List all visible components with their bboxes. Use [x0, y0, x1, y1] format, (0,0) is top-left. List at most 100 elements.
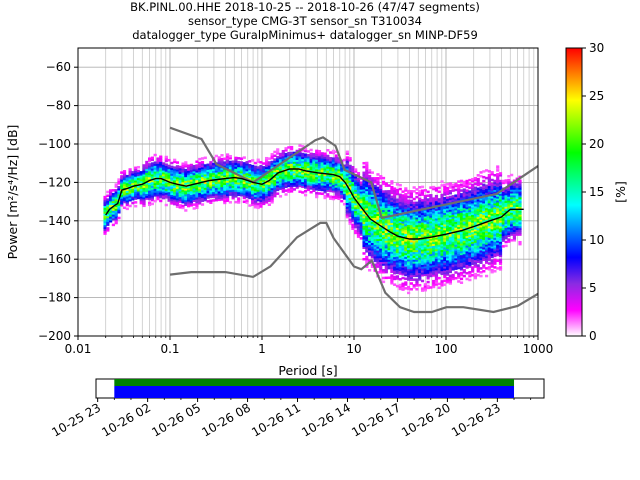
heatmap-cell — [337, 161, 341, 164]
heatmap-cell — [134, 197, 138, 200]
heatmap-cell — [518, 183, 522, 186]
heatmap-cell — [398, 216, 402, 220]
heatmap-cell — [111, 210, 115, 213]
heatmap-cell — [448, 253, 452, 256]
heatmap-cell — [379, 219, 383, 222]
heatmap-cell — [237, 178, 241, 181]
heatmap-cell — [457, 249, 461, 252]
heatmap-cell — [111, 196, 115, 200]
heatmap-cell — [345, 194, 349, 198]
heatmap-cell — [212, 168, 216, 172]
heatmap-cell — [368, 259, 372, 262]
heatmap-cell — [262, 191, 266, 194]
heatmap-cell — [281, 178, 285, 182]
heatmap-cell — [239, 163, 244, 166]
heatmap-cell — [134, 191, 138, 195]
heatmap-cell — [381, 194, 386, 197]
heatmap-cell — [184, 161, 188, 164]
colorbar-label: [%] — [613, 181, 628, 203]
heatmap-cell — [323, 169, 327, 173]
heatmap-cell — [320, 159, 324, 163]
heatmap-cell — [214, 189, 219, 192]
heatmap-cell — [381, 253, 386, 257]
heatmap-cell — [446, 244, 450, 247]
heatmap-cell — [457, 189, 461, 193]
heatmap-cell — [429, 245, 433, 249]
heatmap-cell — [510, 189, 514, 192]
heatmap-cell — [136, 177, 141, 180]
heatmap-cell — [373, 211, 377, 215]
heatmap-cell — [223, 195, 227, 199]
heatmap-cell — [256, 189, 260, 192]
heatmap-cell — [362, 206, 366, 209]
heatmap-cell — [490, 192, 494, 195]
heatmap-cell — [362, 175, 366, 178]
heatmap-cell — [401, 207, 405, 211]
heatmap-cell — [362, 188, 366, 192]
heatmap-cell — [354, 179, 358, 183]
heatmap-cell — [498, 254, 503, 258]
heatmap-cell — [393, 220, 397, 223]
heatmap-cell — [379, 269, 383, 272]
heatmap-cell — [482, 218, 486, 221]
heatmap-cell — [376, 230, 380, 234]
heatmap-cell — [498, 250, 503, 254]
heatmap-cell — [309, 187, 313, 190]
heatmap-cell — [284, 183, 288, 187]
heatmap-cell — [189, 171, 193, 174]
colorbar-tick-label: 15 — [589, 185, 604, 199]
heatmap-cell — [298, 152, 302, 155]
heatmap-cell — [351, 212, 355, 215]
heatmap-cell — [418, 260, 422, 264]
heatmap-cell — [273, 187, 277, 190]
heatmap-cell — [276, 159, 280, 163]
heatmap-cell — [317, 169, 322, 172]
heatmap-cell — [365, 225, 369, 228]
heatmap-cell — [262, 200, 266, 204]
heatmap-cell — [476, 250, 480, 254]
heatmap-cell — [214, 183, 219, 187]
heatmap-cell — [365, 246, 369, 249]
heatmap-cell — [251, 197, 255, 201]
heatmap-cell — [198, 173, 202, 176]
heatmap-cell — [256, 173, 260, 177]
heatmap-cell — [150, 202, 154, 206]
heatmap-cell — [498, 235, 503, 239]
heatmap-cell — [462, 201, 466, 205]
heatmap-cell — [518, 225, 522, 229]
heatmap-cell — [220, 175, 224, 178]
heatmap-cell — [365, 242, 369, 245]
heatmap-cell — [373, 200, 377, 203]
heatmap-cell — [468, 247, 472, 251]
heatmap-cell — [418, 203, 422, 206]
heatmap-cell — [454, 253, 458, 257]
heatmap-cell — [407, 260, 411, 264]
heatmap-cell — [212, 187, 216, 191]
heatmap-cell — [209, 188, 213, 191]
heatmap-cell — [337, 166, 341, 170]
heatmap-cell — [270, 199, 274, 202]
heatmap-cell — [217, 167, 221, 171]
heatmap-cell — [248, 190, 252, 194]
heatmap-cell — [434, 283, 439, 286]
heatmap-cell — [167, 176, 171, 179]
heatmap-cell — [203, 156, 207, 160]
heatmap-cell — [457, 220, 461, 224]
heatmap-cell — [426, 253, 430, 257]
heatmap-cell — [351, 187, 355, 190]
heatmap-cell — [159, 184, 163, 187]
heatmap-cell — [484, 236, 489, 239]
heatmap-cell — [376, 225, 380, 228]
heatmap-cell — [309, 162, 313, 165]
heatmap-cell — [148, 174, 152, 178]
heatmap-cell — [404, 258, 408, 261]
heatmap-cell — [281, 180, 285, 184]
heatmap-cell — [479, 236, 483, 239]
heatmap-cell — [317, 155, 322, 159]
heatmap-cell — [448, 280, 452, 283]
heatmap-cell — [395, 242, 400, 246]
heatmap-cell — [437, 257, 441, 261]
heatmap-cell — [173, 170, 177, 173]
heatmap-cell — [471, 245, 475, 248]
heatmap-cell — [381, 230, 386, 234]
